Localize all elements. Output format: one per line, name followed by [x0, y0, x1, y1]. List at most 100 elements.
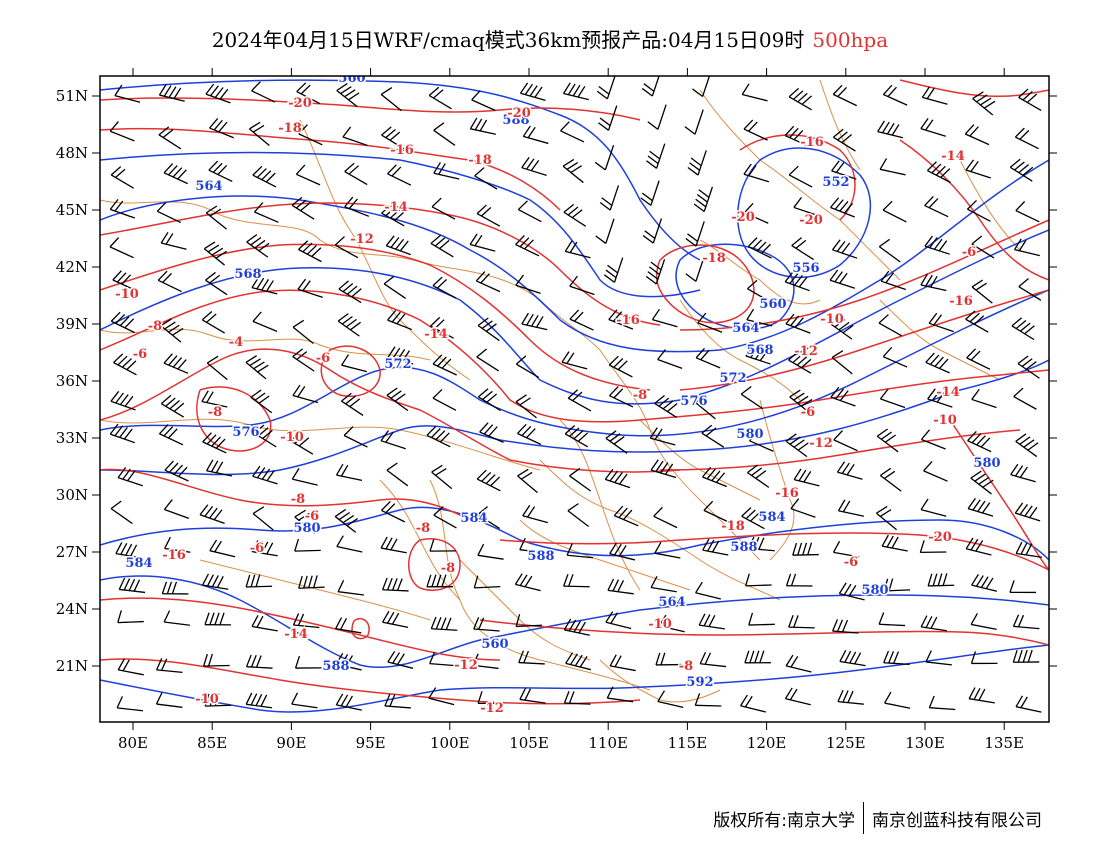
lon-tick-label: 115E: [668, 734, 708, 752]
wind-barb: [469, 117, 496, 135]
wind-barb: [201, 310, 225, 334]
wind-barb: [882, 84, 908, 106]
height-contour-label: 584: [460, 511, 487, 526]
lat-tick-label: 48N: [56, 144, 88, 162]
wind-barb: [517, 200, 542, 223]
wind-barb: [479, 422, 504, 444]
height-contour-label: 588: [502, 113, 529, 128]
wind-barb: [163, 353, 189, 374]
height-contour-label: 572: [719, 371, 746, 386]
footer: 版权所有:南京大学 南京创蓝科技有限公司: [713, 802, 1042, 834]
wind-barb: [251, 81, 276, 103]
wind-barb: [338, 280, 362, 304]
wind-barb: [1012, 649, 1040, 663]
wind-barb: [476, 469, 501, 492]
wind-barb: [1017, 355, 1040, 379]
wind-barb: [477, 388, 501, 412]
wind-barb: [685, 221, 705, 247]
wind-barb: [607, 578, 634, 595]
temperature-contour-label: -12: [454, 658, 478, 673]
temperature-contour-label: -4: [229, 335, 243, 350]
wind-barb: [569, 275, 595, 296]
wind-barb: [699, 651, 727, 668]
wind-barb: [204, 612, 231, 626]
company-text: 南京创蓝科技有限公司: [872, 811, 1042, 831]
wind-barb: [833, 430, 858, 452]
wind-barb: [109, 423, 136, 444]
temperature-contour-label: -14: [941, 149, 965, 164]
wind-barb: [743, 163, 770, 183]
wind-barb: [695, 581, 721, 600]
wind-barb: [158, 84, 185, 102]
wind-barb: [923, 460, 948, 482]
wind-barb: [522, 504, 548, 524]
temperature-contour-label: -20: [731, 210, 755, 225]
wind-barb: [477, 543, 504, 560]
wind-barb: [788, 351, 812, 374]
lat-tick-label: 24N: [56, 600, 88, 618]
wind-barb: [334, 236, 359, 259]
lon-tick-label: 100E: [430, 734, 470, 752]
wind-barb: [740, 385, 764, 410]
wind-barb: [605, 611, 632, 630]
wind-barb: [387, 346, 414, 365]
copyright-text: 版权所有:南京大学: [713, 811, 855, 831]
wind-barb: [569, 309, 594, 331]
wind-barb: [387, 164, 412, 186]
wind-barb: [1014, 127, 1039, 150]
wind-barb: [748, 612, 775, 626]
wind-barb: [205, 271, 228, 296]
temperature-contour-label: -14: [284, 627, 308, 642]
wind-barb: [202, 573, 229, 590]
wind-barb: [477, 506, 501, 530]
wind-barb: [565, 652, 592, 671]
temperature-contour-label: -8: [679, 659, 693, 674]
wind-barb: [838, 582, 865, 601]
wind-barb: [745, 345, 771, 365]
wind-barb: [429, 538, 457, 552]
wind-barb: [431, 464, 453, 490]
wind-barb: [477, 691, 505, 704]
wind-barb: [344, 162, 368, 186]
wind-barb: [296, 82, 321, 105]
wind-barb: [971, 235, 995, 259]
wind-barb: [1015, 201, 1040, 223]
wind-barb: [1009, 158, 1034, 182]
wind-barb: [118, 577, 146, 594]
wind-barb: [832, 540, 860, 558]
wind-barb: [428, 86, 452, 110]
wind-barb: [342, 126, 368, 147]
temperature-contour-label: -10: [195, 692, 219, 707]
wind-barb: [965, 310, 989, 333]
wind-barb: [380, 87, 402, 112]
wind-barb: [925, 352, 950, 374]
wind-barb: [784, 125, 810, 147]
wind-barb: [335, 693, 362, 711]
temperature-contour-label: -12: [794, 344, 818, 359]
wind-barb: [687, 150, 707, 176]
wind-barb: [920, 615, 947, 632]
temperature-contour-label: -14: [936, 385, 960, 400]
wind-barb: [1015, 541, 1042, 558]
wind-barb: [380, 500, 406, 523]
temperature-contour-label: -10: [115, 287, 139, 302]
wind-barb: [298, 575, 325, 589]
wind-barb: [290, 432, 314, 455]
wind-barb: [476, 204, 501, 227]
wind-barb: [475, 271, 501, 293]
lat-tick-label: 33N: [56, 429, 88, 447]
wind-barb: [745, 573, 772, 587]
wind-barb: [432, 276, 457, 299]
wind-barb: [433, 122, 456, 146]
wind-barb: [204, 693, 232, 707]
wind-barb: [164, 536, 191, 553]
wind-barb: [749, 430, 774, 452]
lat-tick-label: 30N: [56, 486, 88, 504]
wind-barb: [878, 238, 901, 263]
wind-barb: [561, 351, 588, 370]
wind-barb: [384, 694, 411, 709]
wind-barb: [1015, 695, 1042, 713]
temperature-contour-label: -6: [801, 405, 815, 420]
height-contour-label: 576: [232, 425, 259, 440]
wind-barb: [971, 388, 997, 409]
